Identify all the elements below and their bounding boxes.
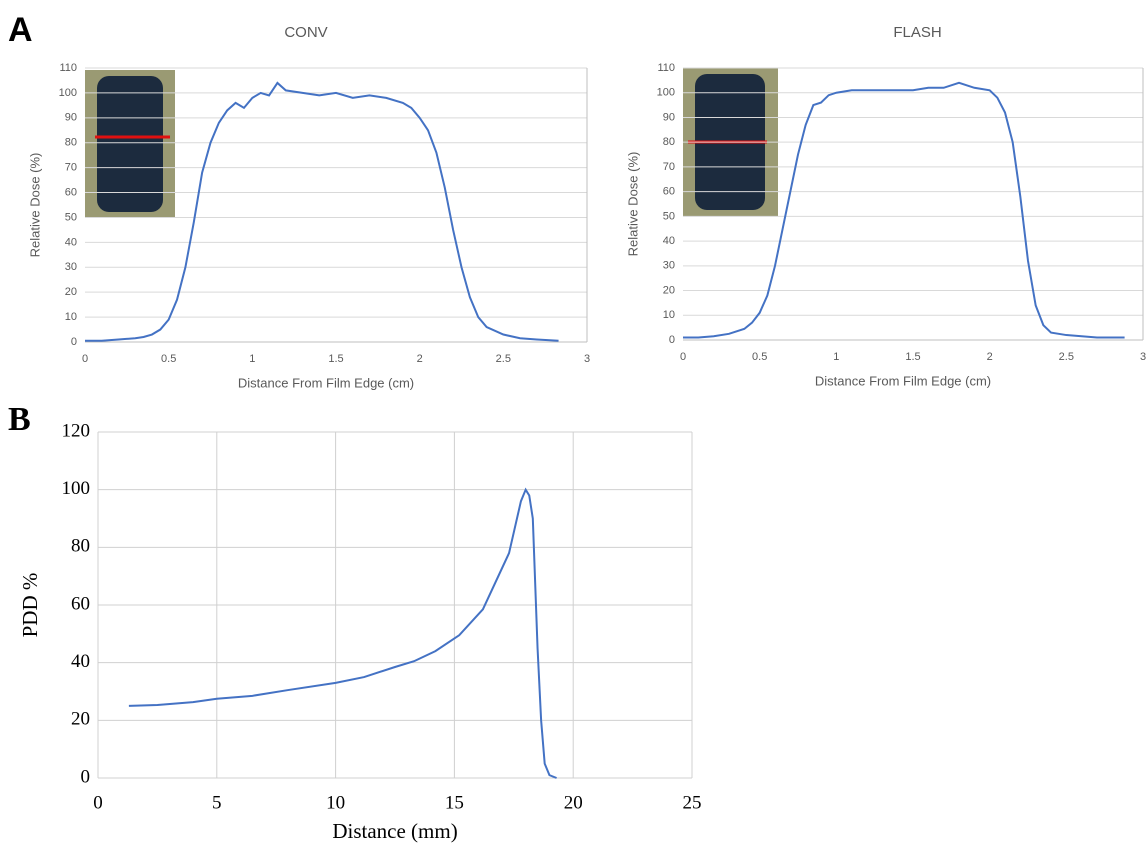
x-tick-label: 1.5 <box>905 351 920 363</box>
y-tick-label: 90 <box>663 111 675 123</box>
conv-inset <box>85 70 175 218</box>
data-line <box>85 81 559 342</box>
panel-label: B <box>8 401 31 438</box>
x-axis-label: Distance From Film Edge (cm) <box>815 373 991 388</box>
x-tick-label: 0 <box>93 792 103 813</box>
y-tick-label: 50 <box>663 210 675 222</box>
y-tick-label: 10 <box>65 311 77 323</box>
y-tick-label: 70 <box>663 161 675 173</box>
y-tick-label: 100 <box>657 87 675 99</box>
x-tick-label: 10 <box>326 792 345 813</box>
x-tick-label: 25 <box>683 792 702 813</box>
y-tick-label: 60 <box>65 186 77 198</box>
y-axis-label: Relative Dose (%) <box>27 153 42 258</box>
y-tick-label: 50 <box>65 211 77 223</box>
y-tick-label: 30 <box>65 261 77 273</box>
x-tick-label: 1.5 <box>328 353 343 365</box>
y-tick-label: 60 <box>663 186 675 198</box>
y-tick-label: 40 <box>71 651 90 672</box>
x-tick-label: 2.5 <box>1059 351 1074 363</box>
x-tick-label: 0 <box>82 353 88 365</box>
y-tick-label: 80 <box>663 136 675 148</box>
y-tick-label: 30 <box>663 260 675 272</box>
x-tick-label: 2.5 <box>496 353 511 365</box>
x-tick-label: 2 <box>987 351 993 363</box>
y-tick-label: 20 <box>65 286 77 298</box>
y-axis-label: Relative Dose (%) <box>625 152 640 257</box>
y-tick-label: 20 <box>71 709 90 730</box>
chart-title: CONV <box>284 24 327 41</box>
x-tick-label: 3 <box>1140 351 1146 363</box>
y-tick-label: 100 <box>59 87 77 99</box>
data-line <box>683 81 1125 339</box>
y-tick-label: 0 <box>669 334 675 346</box>
x-tick-label: 20 <box>564 792 583 813</box>
y-tick-label: 110 <box>657 62 675 74</box>
y-tick-label: 110 <box>59 62 77 74</box>
data-line <box>128 487 557 779</box>
panel-label: A <box>8 11 33 49</box>
y-tick-label: 120 <box>62 420 91 441</box>
chart: 0 20 40 60 80 100 120 0 5 10 15 20 25 Distance (mm) PD… <box>8 401 702 843</box>
y-tick-label: 80 <box>71 536 90 557</box>
y-tick-label: 0 <box>71 336 77 348</box>
x-tick-label: 3 <box>584 353 590 365</box>
y-axis-label: PDD % <box>18 573 42 638</box>
x-axis-label: Distance From Film Edge (cm) <box>238 375 414 390</box>
y-tick-label: 10 <box>663 309 675 321</box>
y-tick-label: 70 <box>65 162 77 174</box>
x-tick-label: 0.5 <box>161 353 176 365</box>
x-tick-label: 15 <box>445 792 464 813</box>
y-tick-label: 40 <box>663 235 675 247</box>
y-tick-label: 80 <box>65 137 77 149</box>
chart: 0 10 20 30 40 50 60 70 80 90 100 110 0 0.5 1 1.5 2 2.5 3 CO… <box>8 11 590 390</box>
chart-title: FLASH <box>893 24 941 41</box>
y-tick-label: 40 <box>65 236 77 248</box>
y-tick-label: 60 <box>71 593 90 614</box>
x-tick-label: 1 <box>833 351 839 363</box>
y-tick-label: 0 <box>81 766 91 787</box>
y-tick-label: 20 <box>663 284 675 296</box>
y-tick-label: 90 <box>65 112 77 124</box>
x-axis-label: Distance (mm) <box>332 819 457 843</box>
x-tick-label: 1 <box>249 353 255 365</box>
x-tick-label: 2 <box>417 353 423 365</box>
x-tick-label: 0 <box>680 351 686 363</box>
chart: 0 10 20 30 40 50 60 70 80 90 100 110 0 0.5 1 1.5 2 2.5 3 FL… <box>625 24 1146 388</box>
y-tick-label: 100 <box>62 478 91 499</box>
x-tick-label: 5 <box>212 792 222 813</box>
x-tick-label: 0.5 <box>752 351 767 363</box>
